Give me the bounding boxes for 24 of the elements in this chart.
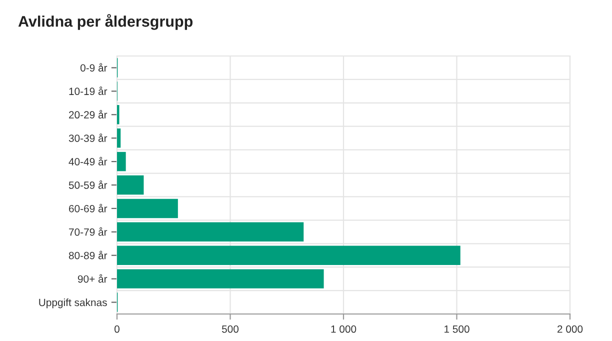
y-tick-label: 30-39 år xyxy=(68,133,108,142)
chart-title: Avlidna per åldersgrupp xyxy=(18,14,193,30)
y-tick-label: 90+ år xyxy=(78,274,108,283)
bar xyxy=(117,152,126,172)
x-tick-label: 2 000 xyxy=(557,325,583,333)
y-tick-label: 70-79 år xyxy=(69,227,108,236)
bar xyxy=(117,222,304,242)
x-tick-label: 500 xyxy=(222,325,239,333)
x-tick-label: 1 000 xyxy=(331,325,356,333)
x-tick-label: 0 xyxy=(114,325,120,333)
y-tick-label: 20-29 år xyxy=(69,110,108,119)
y-tick-label: 80-89 år xyxy=(68,250,108,260)
y-tick-label: 10-19 år xyxy=(69,86,108,96)
bar xyxy=(117,128,121,148)
bar xyxy=(117,269,324,288)
y-tick-label: 0-9 år xyxy=(80,63,108,72)
y-tick-label: 40-49 år xyxy=(68,156,108,166)
bar xyxy=(117,175,144,195)
y-tick-label: 60-69 år xyxy=(69,204,108,212)
y-tick-label: Uppgift saknas xyxy=(39,298,107,308)
bar xyxy=(117,198,178,218)
y-tick-label: 50-59 år xyxy=(68,180,108,189)
x-tick-label: 1 500 xyxy=(444,325,470,333)
bar xyxy=(117,246,460,265)
